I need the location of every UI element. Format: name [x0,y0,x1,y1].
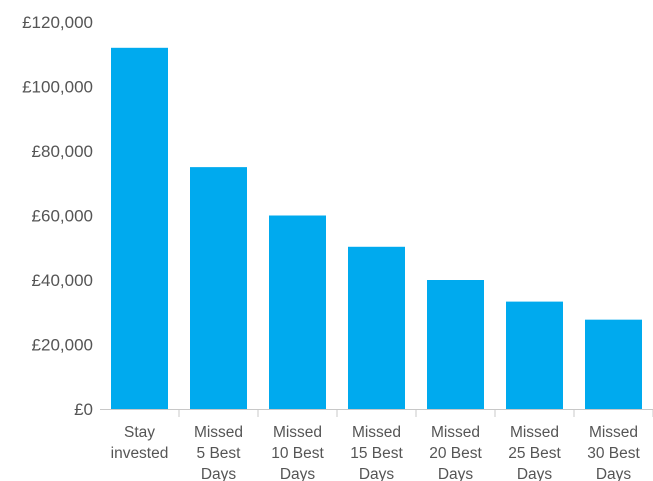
x-category-label: Missed 5 Best Days [194,424,243,481]
x-category-label-line: 10 Best [271,445,324,462]
x-category-label: Missed 10 Best Days [271,424,324,481]
x-category-label-line: Days [280,466,316,481]
y-tick-label: £20,000 [32,336,93,355]
x-category-label-line: Days [517,466,553,481]
y-tick-label: £80,000 [32,142,93,161]
bar [348,246,405,409]
x-category-label-line: Days [596,466,632,481]
bar [427,280,484,409]
x-category-label: Missed 20 Best Days [429,424,482,481]
bar [585,319,642,409]
bar [190,167,247,409]
x-category-label-line: 30 Best [587,445,640,462]
bar [269,215,326,409]
y-tick-label: £60,000 [32,207,93,226]
x-category-label-line: Missed [352,424,401,441]
x-category-label-line: 20 Best [429,445,482,462]
x-category-label-line: Missed [431,424,480,441]
x-axis: Stay invested Missed 5 Best Days Missed 10 Bes… [100,409,653,481]
x-category-label-line: 5 Best [197,445,242,462]
x-category-label-line: Missed [589,424,638,441]
x-category-label: Missed 15 Best Days [350,424,403,481]
y-tick-label: £40,000 [32,271,93,290]
x-category-label-line: invested [111,445,169,462]
x-category-label-line: 25 Best [508,445,561,462]
x-category-label-line: Days [201,466,237,481]
x-category-label-line: 15 Best [350,445,403,462]
x-category-label: Stay invested [111,424,169,462]
x-category-label-line: Missed [273,424,322,441]
x-category-label: Missed 25 Best Days [508,424,561,481]
x-category-label-line: Missed [194,424,243,441]
x-category-label-line: Stay [124,424,155,441]
y-tick-label: £0 [74,400,93,419]
x-category-label: Missed 30 Best Days [587,424,640,481]
y-tick-label: £120,000 [22,13,93,32]
x-category-label-line: Missed [510,424,559,441]
bar [506,301,563,409]
x-category-label-line: Days [438,466,474,481]
y-axis: £0 £20,000 £40,000 £60,000 £80,000 £100,000 £1… [22,13,93,419]
x-category-label-line: Days [359,466,395,481]
bars [111,47,642,410]
bar [111,47,168,410]
y-tick-label: £100,000 [22,78,93,97]
